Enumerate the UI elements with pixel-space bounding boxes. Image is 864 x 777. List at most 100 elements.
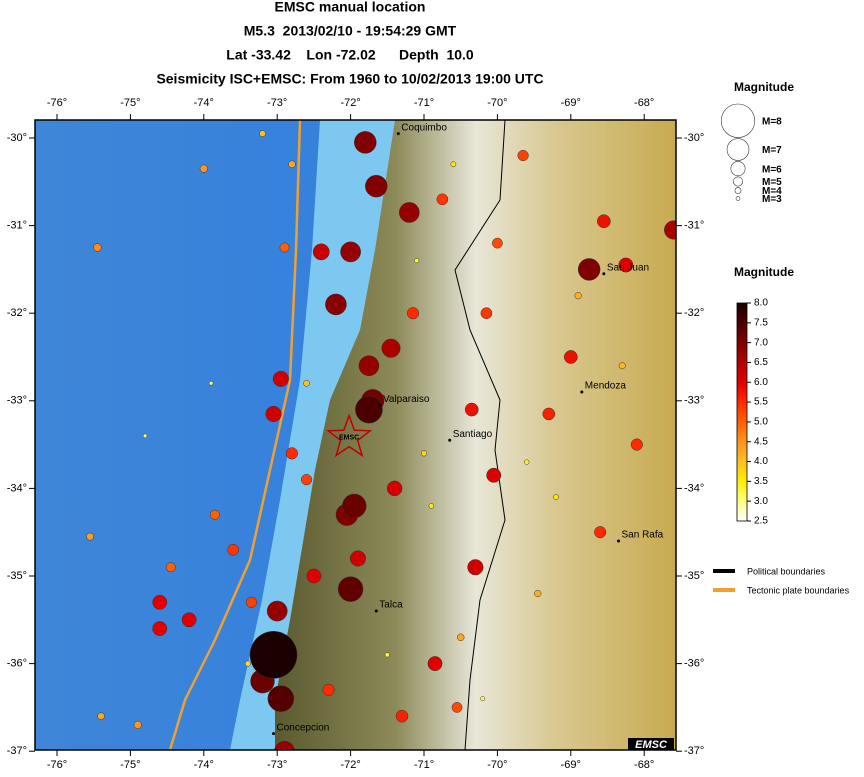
lon-tick-label: -73°	[267, 97, 287, 109]
lon-tick-label: -70°	[487, 97, 507, 109]
colorbar-label: 6.5	[754, 357, 768, 368]
event	[86, 532, 94, 541]
lat-tick-label: -37°	[684, 745, 704, 757]
political-boundary	[454, 120, 506, 750]
event	[464, 402, 479, 417]
event	[574, 292, 582, 300]
event	[577, 258, 601, 281]
event	[312, 243, 330, 261]
event	[524, 459, 530, 465]
event	[340, 241, 361, 263]
event	[456, 633, 465, 642]
colorbar-label: 7.0	[754, 337, 768, 348]
event	[594, 526, 607, 539]
legend-label: M=4	[762, 186, 782, 197]
title-line: Lat -33.42 Lon -72.02 Depth 10.0	[226, 47, 474, 63]
city-label: Mendoza	[585, 381, 627, 392]
event	[306, 568, 322, 584]
colorbar-label: 3.0	[754, 496, 768, 507]
event	[227, 543, 239, 556]
city-dot	[378, 403, 382, 407]
legend-circle	[735, 196, 741, 201]
event	[259, 130, 266, 137]
event	[272, 370, 289, 387]
legend-circle	[734, 187, 742, 194]
epicenter-star	[326, 413, 373, 458]
event	[597, 214, 611, 229]
city-label: Santiago	[453, 429, 493, 440]
lat-tick-label: -34°	[684, 482, 704, 494]
event	[165, 562, 176, 573]
legend-circle	[720, 103, 756, 138]
event	[534, 589, 542, 598]
event	[618, 257, 634, 273]
event	[266, 600, 288, 622]
colorbar-title: Magnitude	[734, 265, 794, 279]
line-legend-label: Tectonic plate boundaries	[747, 585, 850, 595]
event	[395, 709, 409, 723]
lat-tick-label: -31°	[684, 220, 704, 232]
event	[358, 355, 380, 377]
lat-tick-label: -31°	[7, 220, 27, 232]
event	[97, 712, 105, 720]
legend-circle	[733, 176, 743, 187]
event	[244, 660, 251, 667]
lon-tick-label: -75°	[120, 97, 140, 109]
colorbar-label: 6.0	[754, 377, 768, 388]
event	[267, 685, 295, 712]
event	[285, 447, 298, 460]
event	[288, 160, 296, 169]
event	[300, 474, 313, 486]
city-label: Talca	[379, 600, 403, 611]
lat-tick-label: -35°	[7, 570, 27, 582]
event	[517, 149, 529, 162]
event	[199, 164, 208, 173]
event	[142, 433, 148, 439]
event	[480, 696, 486, 702]
city-dot	[617, 539, 621, 543]
lon-tick-label: -68°	[634, 97, 654, 109]
lat-tick-label: -32°	[7, 307, 27, 319]
title-line: EMSC manual location	[275, 0, 426, 15]
lon-tick-label: -69°	[561, 97, 581, 109]
event	[386, 480, 403, 497]
lat-tick-label: -36°	[7, 658, 27, 670]
city-label: Coquimbo	[401, 122, 447, 133]
event	[427, 656, 443, 672]
land	[275, 120, 676, 750]
lat-tick-label: -33°	[684, 395, 704, 407]
event	[381, 338, 401, 358]
line-legend-label: Political boundaries	[747, 566, 826, 576]
event	[618, 362, 626, 370]
lon-tick-label: -71°	[414, 759, 434, 771]
lon-tick-label: -73°	[267, 759, 287, 771]
event	[450, 161, 457, 168]
event	[354, 131, 377, 154]
event	[365, 174, 388, 198]
lon-tick-label: -74°	[194, 759, 214, 771]
lat-tick-label: -30°	[7, 132, 27, 144]
event	[265, 405, 282, 422]
event	[486, 467, 502, 483]
city-label: Concepcion	[277, 722, 330, 733]
lon-tick-label: -68°	[634, 759, 654, 771]
colorbar-label: 4.5	[754, 436, 768, 447]
event	[337, 576, 364, 602]
city-dot	[272, 732, 276, 736]
lat-tick-label: -33°	[7, 395, 27, 407]
event	[342, 493, 367, 519]
event	[152, 621, 168, 636]
event	[428, 503, 435, 509]
lon-tick-label: -75°	[120, 759, 140, 771]
event	[406, 307, 420, 320]
lat-tick-label: -30°	[684, 132, 704, 144]
event	[414, 258, 420, 264]
event	[274, 740, 295, 750]
event	[420, 450, 428, 457]
title-line: Seismicity ISC+EMSC: From 1960 to 10/02/…	[156, 71, 543, 87]
lon-tick-label: -72°	[340, 97, 360, 109]
event	[279, 242, 290, 253]
city-dot	[602, 272, 606, 276]
colorbar	[736, 302, 748, 522]
